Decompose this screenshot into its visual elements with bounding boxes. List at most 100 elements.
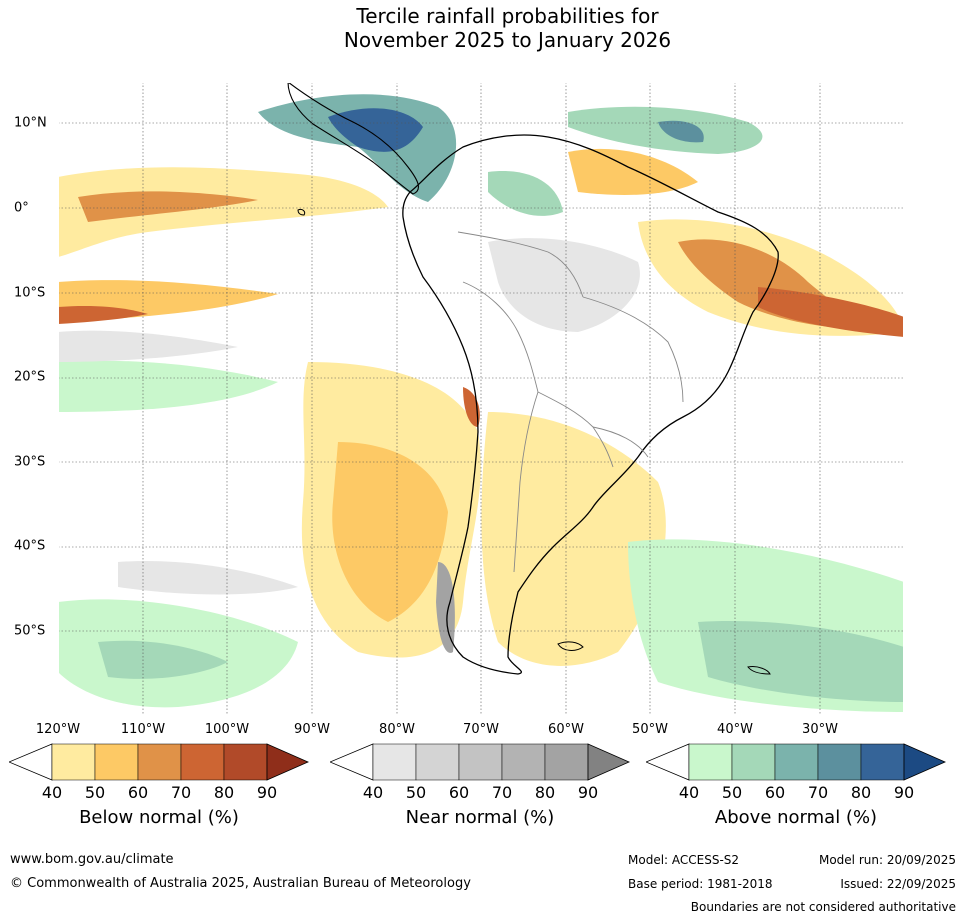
rainfall-probability-map (58, 82, 904, 716)
graticule (58, 82, 904, 716)
below-tick: 50 (84, 783, 106, 802)
below-tick: 40 (41, 783, 63, 802)
country-boundaries (457, 231, 684, 573)
map-title-line-2: November 2025 to January 2026 (343, 28, 672, 52)
southern-atlantic-dry (481, 412, 666, 666)
colorbar-swatch-4 (544, 743, 589, 781)
above-tick: 60 (764, 783, 786, 802)
patagonia-near-normal (436, 562, 455, 653)
below-tick: 60 (127, 783, 149, 802)
lat-label-30s: 30°S (14, 454, 46, 470)
colorbar-swatch-1 (415, 743, 460, 781)
colorbar-swatch-2 (458, 743, 503, 781)
colorbar-swatch-0 (688, 743, 733, 781)
near-tick: 80 (534, 783, 556, 802)
lon-label-110w: 110°W (120, 722, 166, 737)
atlantic-tropical-dry (758, 287, 904, 337)
copyright-text: © Commonwealth of Australia 2025, Austra… (10, 876, 471, 891)
below-tick: 90 (256, 783, 278, 802)
above-tick: 40 (678, 783, 700, 802)
colorbar-swatch-1 (731, 743, 776, 781)
near-tick: 90 (577, 783, 599, 802)
lon-label-120w: 120°W (35, 722, 81, 737)
colorbar-swatch-4 (223, 743, 268, 781)
colorbar-under-triangle (9, 743, 53, 781)
website-link[interactable]: www.bom.gov.au/climate (10, 852, 174, 867)
colorbar-swatch-3 (817, 743, 862, 781)
galapagos (297, 209, 306, 216)
below-normal-areas (58, 148, 904, 666)
near-tick: 60 (448, 783, 470, 802)
colorbar-over-triangle (587, 743, 630, 781)
colorbar-swatch-4 (860, 743, 905, 781)
model-info: Model: ACCESS-S2 (628, 853, 740, 867)
near-tick: 50 (405, 783, 427, 802)
lon-label-30w: 30°W (802, 722, 838, 737)
below-tick: 80 (213, 783, 235, 802)
lon-label-100w: 100°W (204, 722, 250, 737)
colorbar-under-triangle (330, 743, 374, 781)
south-pacific-wet-core (98, 640, 228, 679)
lat-label-50s: 50°S (14, 623, 46, 639)
above-normal-legend-label: Above normal (%) (714, 807, 878, 828)
below-normal-colorbar (9, 743, 309, 781)
base-period-info: Base period: 1981-2018 (628, 877, 773, 891)
colorbar-over-triangle (903, 743, 946, 781)
above-normal-colorbar (646, 743, 946, 781)
colorbar-swatch-3 (501, 743, 546, 781)
islands (297, 209, 771, 675)
lon-label-70w: 70°W (463, 722, 499, 737)
near-tick: 40 (362, 783, 384, 802)
below-normal-legend-label: Below normal (%) (79, 807, 239, 828)
lat-label-40s: 40°S (14, 538, 46, 554)
south-america-coastline (402, 134, 779, 675)
below-tick: 70 (170, 783, 192, 802)
amazon-wet (488, 171, 563, 216)
equatorial-pacific-dry-band (58, 167, 388, 257)
map-title-line-1: Tercile rainfall probabilities for (356, 4, 659, 28)
chile-dry-core (463, 387, 480, 427)
above-normal-areas (58, 94, 904, 712)
near-normal-colorbar (330, 743, 630, 781)
pacific-near-normal (58, 330, 238, 362)
lat-label-10n: 10°N (14, 115, 47, 131)
above-tick: 50 (721, 783, 743, 802)
pacific-south-dry-core (58, 305, 148, 324)
colorbar-swatch-2 (137, 743, 182, 781)
south-georgia (747, 666, 771, 675)
amazon-near-normal (488, 238, 640, 332)
above-tick: 70 (807, 783, 829, 802)
lon-label-80w: 80°W (379, 722, 415, 737)
near-normal-areas (58, 238, 640, 653)
colorbar-swatch-1 (94, 743, 139, 781)
lon-label-40w: 40°W (717, 722, 753, 737)
model-run-info: Model run: 20/09/2025 (818, 853, 956, 867)
boundaries-disclaimer: Boundaries are not considered authoritat… (690, 900, 956, 914)
above-tick: 80 (850, 783, 872, 802)
pacific-near-normal-2 (118, 561, 298, 595)
mid-pacific-wet (58, 360, 278, 412)
lat-label-0: 0° (14, 200, 29, 216)
issued-info: Issued: 22/09/2025 (840, 877, 956, 891)
south-atlantic-wet-core (698, 621, 904, 702)
central-america-wet-core (328, 108, 423, 152)
colorbar-swatch-3 (180, 743, 225, 781)
near-tick: 70 (491, 783, 513, 802)
colorbar-swatch-0 (51, 743, 96, 781)
colorbar-swatch-2 (774, 743, 819, 781)
lon-label-90w: 90°W (294, 722, 330, 737)
lon-label-60w: 60°W (548, 722, 584, 737)
northern-south-america-dry (568, 148, 698, 195)
colorbar-swatch-0 (372, 743, 417, 781)
lon-label-50w: 50°W (632, 722, 668, 737)
central-america-coastline (287, 82, 419, 195)
equatorial-pacific-dry-core (78, 191, 258, 222)
falkland-islands (557, 641, 584, 651)
lat-label-10s: 10°S (14, 285, 46, 301)
caribbean-wet-core (658, 120, 704, 143)
andes-pacific-dry-core (332, 442, 448, 622)
colorbar-over-triangle (266, 743, 309, 781)
above-tick: 90 (893, 783, 915, 802)
colorbar-under-triangle (646, 743, 690, 781)
lat-label-20s: 20°S (14, 369, 46, 385)
